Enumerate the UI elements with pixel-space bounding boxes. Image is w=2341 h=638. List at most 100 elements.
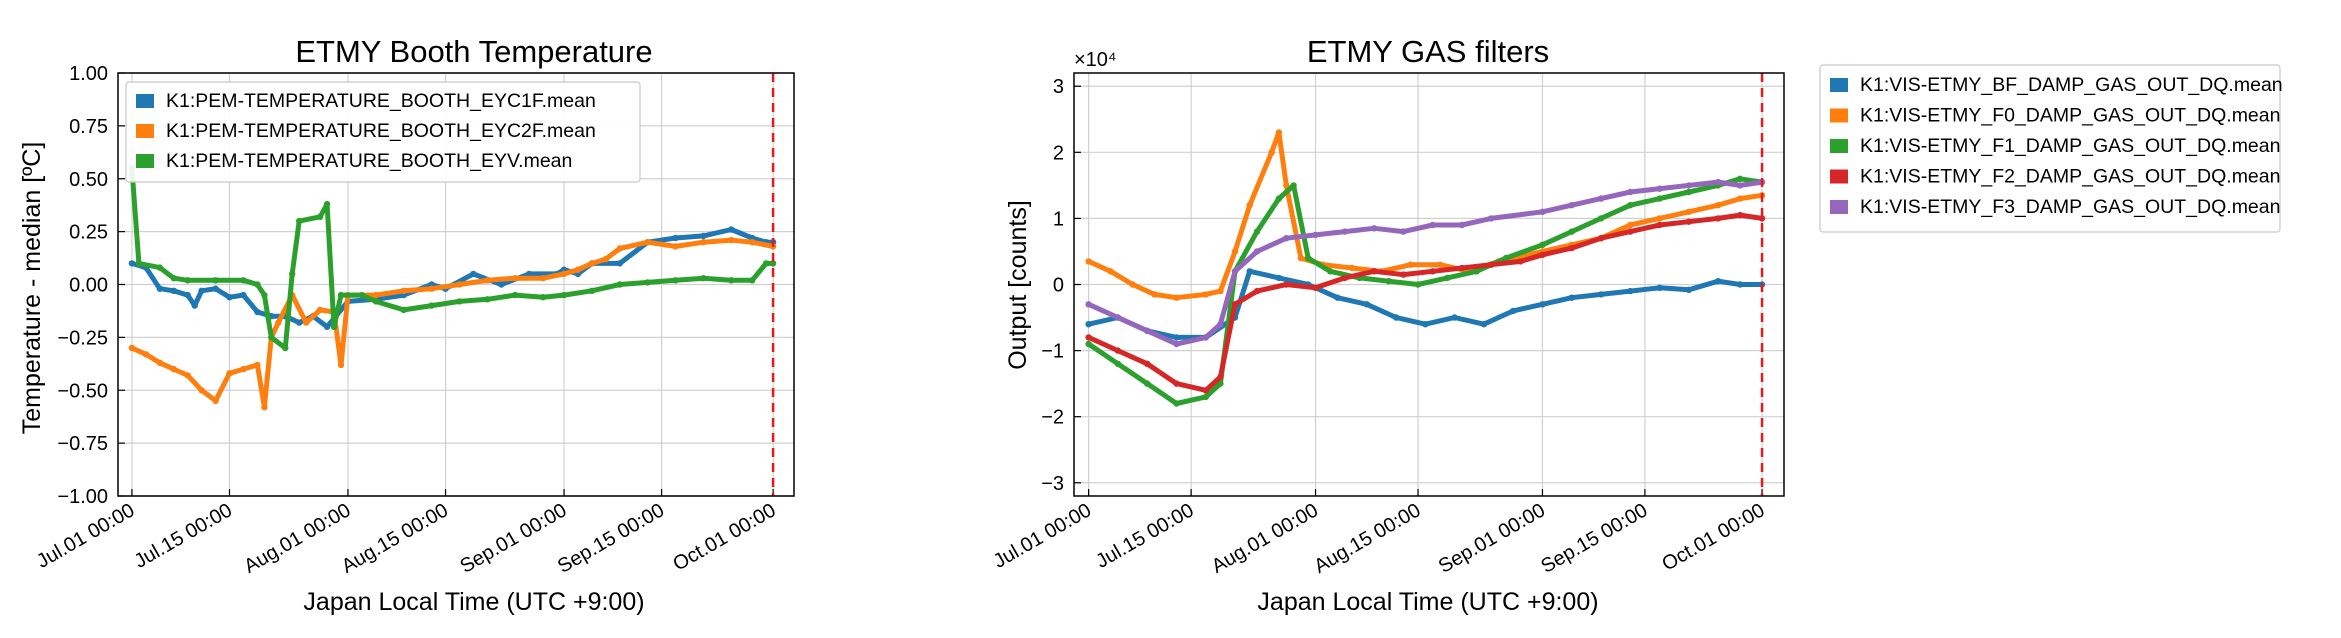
x-tick-label: Jul.15 00:00 <box>131 499 236 573</box>
data-point <box>644 239 651 246</box>
data-point <box>1458 264 1466 272</box>
data-point <box>337 291 345 299</box>
data-point <box>156 285 163 292</box>
data-point <box>1290 182 1297 189</box>
data-point <box>1297 254 1305 262</box>
data-point <box>1114 314 1122 321</box>
data-point <box>226 370 233 377</box>
data-point <box>588 260 596 267</box>
legend: K1:PEM-TEMPERATURE_BOOTH_EYC1F.mean K1:PE… <box>125 81 641 183</box>
legend-label: K1:PEM-TEMPERATURE_BOOTH_EYC2F.mean <box>166 120 596 142</box>
series-group <box>128 165 777 411</box>
data-point <box>616 260 623 267</box>
data-point <box>1217 287 1224 295</box>
data-point <box>261 404 268 411</box>
data-point <box>240 291 247 299</box>
y-tick-label: 0.00 <box>69 275 108 297</box>
data-point <box>1736 182 1744 189</box>
data-point <box>275 319 282 326</box>
data-point <box>1283 281 1290 288</box>
data-point <box>1268 149 1275 156</box>
data-point <box>1400 271 1407 278</box>
data-point <box>1334 294 1341 301</box>
y-tick-label: −0.25 <box>57 327 108 349</box>
data-point <box>1275 195 1283 202</box>
data-point <box>588 287 596 294</box>
data-point <box>700 239 707 246</box>
data-point <box>323 323 331 330</box>
data-point <box>1385 278 1392 285</box>
data-point <box>700 232 707 240</box>
data-point <box>1656 195 1663 202</box>
data-point <box>616 245 623 252</box>
legend-swatch <box>1830 139 1848 153</box>
data-point <box>1685 286 1693 293</box>
data-point <box>1502 254 1510 262</box>
data-point <box>602 255 609 263</box>
gas-filters-chart: ETMY GAS filters Output [counts] Japan L… <box>990 34 2283 616</box>
data-point <box>142 351 150 358</box>
data-point <box>1656 185 1663 192</box>
data-point <box>1656 215 1663 222</box>
data-point <box>456 298 463 305</box>
data-point <box>560 270 568 278</box>
data-point <box>560 291 568 299</box>
data-point <box>762 260 770 267</box>
legend-label: K1:PEM-TEMPERATURE_BOOTH_EYV.mean <box>166 150 572 172</box>
data-point <box>1363 301 1371 308</box>
data-point <box>1517 258 1524 265</box>
data-point <box>316 213 324 220</box>
data-point <box>1488 261 1495 268</box>
data-point <box>1253 287 1261 295</box>
grid <box>1074 73 1784 496</box>
data-point <box>498 281 505 288</box>
y-tick-label: −0.75 <box>57 433 108 455</box>
data-point <box>296 217 303 225</box>
data-point <box>1597 215 1605 222</box>
data-point <box>644 279 651 286</box>
data-point <box>1656 284 1663 291</box>
x-tick-label: Jul.01 00:00 <box>33 499 138 573</box>
data-point <box>254 308 261 316</box>
x-axis-label: Japan Local Time (UTC +9:00) <box>1257 588 1598 616</box>
data-point <box>1253 228 1261 235</box>
data-point <box>1414 281 1422 288</box>
legend-label: K1:VIS-ETMY_F2_DAMP_GAS_OUT_DQ.mean <box>1860 166 2280 188</box>
data-point <box>672 277 679 284</box>
y-tick-label: 3 <box>1053 76 1064 98</box>
data-point <box>728 277 735 284</box>
y-tick-label: −3 <box>1041 473 1064 495</box>
data-point <box>1275 129 1283 136</box>
data-point <box>1714 178 1722 186</box>
y-tick-label: 0 <box>1053 275 1064 297</box>
data-point <box>1685 218 1693 225</box>
data-point <box>400 306 407 314</box>
data-point <box>1217 380 1224 387</box>
data-point <box>1312 231 1319 239</box>
legend-swatch <box>136 124 154 138</box>
data-point <box>1539 301 1546 308</box>
data-point <box>1458 221 1466 229</box>
data-point <box>728 236 735 244</box>
data-point <box>212 285 219 292</box>
plot-frame <box>1073 72 1785 497</box>
series-line-4 <box>1086 212 1765 393</box>
data-point <box>1429 268 1436 275</box>
series-line-3 <box>129 165 776 351</box>
data-point <box>1327 268 1334 275</box>
data-point <box>539 275 547 282</box>
data-point <box>1217 321 1224 328</box>
data-point <box>1202 334 1210 341</box>
data-point <box>1656 221 1663 229</box>
data-point <box>1370 225 1378 232</box>
data-point <box>1758 215 1766 222</box>
data-point <box>1144 327 1151 334</box>
data-point <box>1173 380 1180 387</box>
data-point <box>1627 221 1634 229</box>
data-point <box>156 359 163 366</box>
data-point <box>1685 182 1693 189</box>
data-point <box>1202 291 1210 298</box>
data-point <box>1246 202 1253 209</box>
legend: K1:VIS-ETMY_BF_DAMP_GAS_OUT_DQ.mean K1:VI… <box>1819 64 2283 233</box>
